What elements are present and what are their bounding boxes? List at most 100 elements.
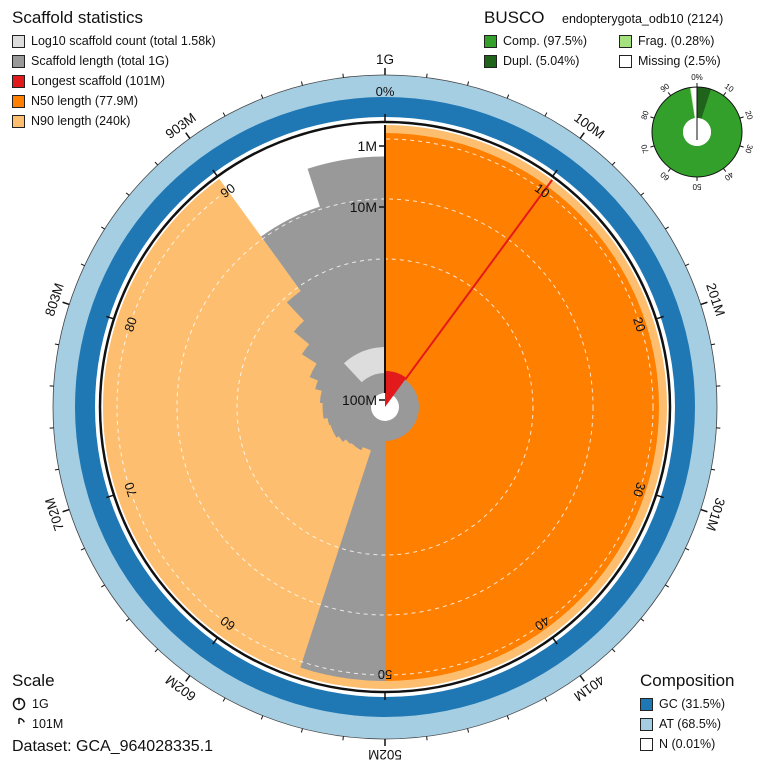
busco-tick	[739, 116, 744, 119]
busco-tick	[650, 145, 655, 148]
scale-item-longest: 101M	[12, 714, 63, 734]
dataset-label: Dataset: GCA_964028335.1	[12, 738, 214, 755]
legend-item-scaffold-length: Scaffold length (total 1G)	[12, 51, 216, 71]
busco-item-fragmented: Frag. (0.28%)	[619, 31, 749, 51]
busco-lineage: endopterygota_odb10 (2124)	[562, 12, 724, 26]
composition-legend: Composition GC (31.5%) AT (68.5%) N (0.0…	[640, 671, 735, 754]
busco-tick-label: 0%	[691, 73, 703, 82]
length-minor-tick	[506, 715, 510, 720]
percent-tick	[212, 169, 219, 177]
busco-tick-label: 70	[639, 143, 650, 155]
length-tick-label: 502M	[368, 747, 402, 762]
legend-item-log10-count: Log10 scaffold count (total 1.58k)	[12, 31, 216, 51]
length-minor-tick	[342, 73, 344, 78]
length-tick	[62, 508, 70, 513]
full-circle-scale-icon	[12, 697, 26, 711]
length-tick	[185, 675, 191, 682]
length-minor-tick	[426, 736, 428, 741]
busco-tick-label: 60	[658, 170, 671, 183]
scaffold-stats-title: Scaffold statistics	[12, 8, 144, 27]
legend-item-n90: N90 length (240k)	[12, 111, 216, 131]
length-minor-tick	[665, 584, 669, 588]
busco-item-duplicated: Dupl. (5.04%)	[484, 51, 619, 71]
length-minor-tick	[685, 263, 690, 267]
percent-tick	[551, 169, 558, 177]
legend-item-n50: N50 length (77.9M)	[12, 91, 216, 111]
composition-title: Composition	[640, 671, 735, 690]
percent-tick-label: 60	[218, 613, 239, 634]
percent-tick-label: 0%	[376, 84, 395, 99]
busco-tick	[667, 92, 671, 96]
busco-tick	[650, 116, 655, 119]
percent-tick	[655, 315, 664, 320]
length-minor-tick	[640, 618, 645, 622]
length-tick	[62, 301, 70, 306]
percent-tick	[106, 494, 115, 499]
longest-scaffold-line	[384, 179, 553, 408]
length-minor-tick	[260, 94, 264, 99]
percent-tick-label: 10	[532, 180, 553, 201]
length-tick-label: 702M	[42, 496, 67, 533]
busco-tick-label: 30	[743, 143, 754, 155]
busco-duplicated-segment	[697, 87, 712, 119]
radial-tick-label: 10M	[350, 199, 377, 215]
busco-tick	[739, 145, 744, 148]
percent-tick-label: 90	[218, 180, 239, 201]
busco-item-missing: Missing (2.5%)	[619, 51, 749, 71]
length-minor-tick	[467, 728, 470, 733]
partial-circle-scale-icon	[18, 717, 25, 724]
percent-tick-label: 80	[121, 315, 140, 333]
length-minor-tick	[154, 648, 159, 653]
length-tick-label: 1G	[376, 52, 394, 67]
percent-tick	[655, 494, 664, 499]
length-minor-tick	[222, 112, 226, 117]
length-minor-tick	[665, 226, 669, 230]
percent-tick-label: 30	[630, 480, 649, 498]
length-minor-tick	[54, 468, 59, 471]
composition-item-gc: GC (31.5%)	[640, 694, 735, 714]
busco-item-complete: Comp. (97.5%)	[484, 31, 619, 51]
busco-fragmented-segment	[689, 87, 696, 119]
length-minor-tick	[611, 648, 616, 653]
length-minor-tick	[685, 547, 690, 551]
percent-tick-label: 50	[378, 667, 392, 682]
busco-tick-label: 10	[723, 82, 736, 95]
length-tick-label: 301M	[703, 496, 728, 533]
length-minor-tick	[101, 226, 105, 230]
busco-tick-label: 40	[722, 170, 735, 183]
legend-item-longest-scaffold: Longest scaffold (101M)	[12, 71, 216, 91]
length-tick	[579, 132, 585, 139]
length-minor-tick	[125, 618, 130, 622]
length-tick	[579, 675, 585, 682]
length-minor-tick	[54, 343, 59, 346]
percent-tick-label: 70	[121, 480, 140, 498]
length-tick	[700, 301, 708, 306]
busco-complete-segment	[652, 87, 742, 178]
length-minor-tick	[101, 584, 105, 588]
longest-scaffold-wedge-top	[385, 371, 407, 407]
length-tick-label: 201M	[703, 281, 728, 318]
length-minor-tick	[611, 161, 616, 166]
percent-tick	[212, 637, 219, 645]
scaffold-length-area	[261, 156, 385, 681]
length-minor-tick	[467, 81, 470, 86]
length-minor-tick	[300, 81, 303, 86]
n50-area	[385, 133, 659, 681]
length-minor-tick	[300, 728, 303, 733]
length-minor-tick	[711, 468, 716, 471]
length-minor-tick	[80, 547, 85, 551]
length-minor-tick	[506, 94, 510, 99]
length-minor-tick	[342, 736, 344, 741]
length-tick	[185, 132, 191, 139]
length-minor-tick	[544, 112, 548, 117]
length-minor-tick	[640, 192, 645, 196]
busco-tick-label: 80	[640, 109, 651, 121]
composition-item-n: N (0.01%)	[640, 734, 735, 754]
composition-item-at: AT (68.5%)	[640, 714, 735, 734]
length-tick-label: 803M	[42, 281, 67, 318]
length-tick	[700, 508, 708, 513]
busco-tick-label: 90	[659, 81, 672, 94]
scale-item-total: 1G	[12, 694, 63, 714]
scale-title: Scale	[12, 671, 55, 690]
